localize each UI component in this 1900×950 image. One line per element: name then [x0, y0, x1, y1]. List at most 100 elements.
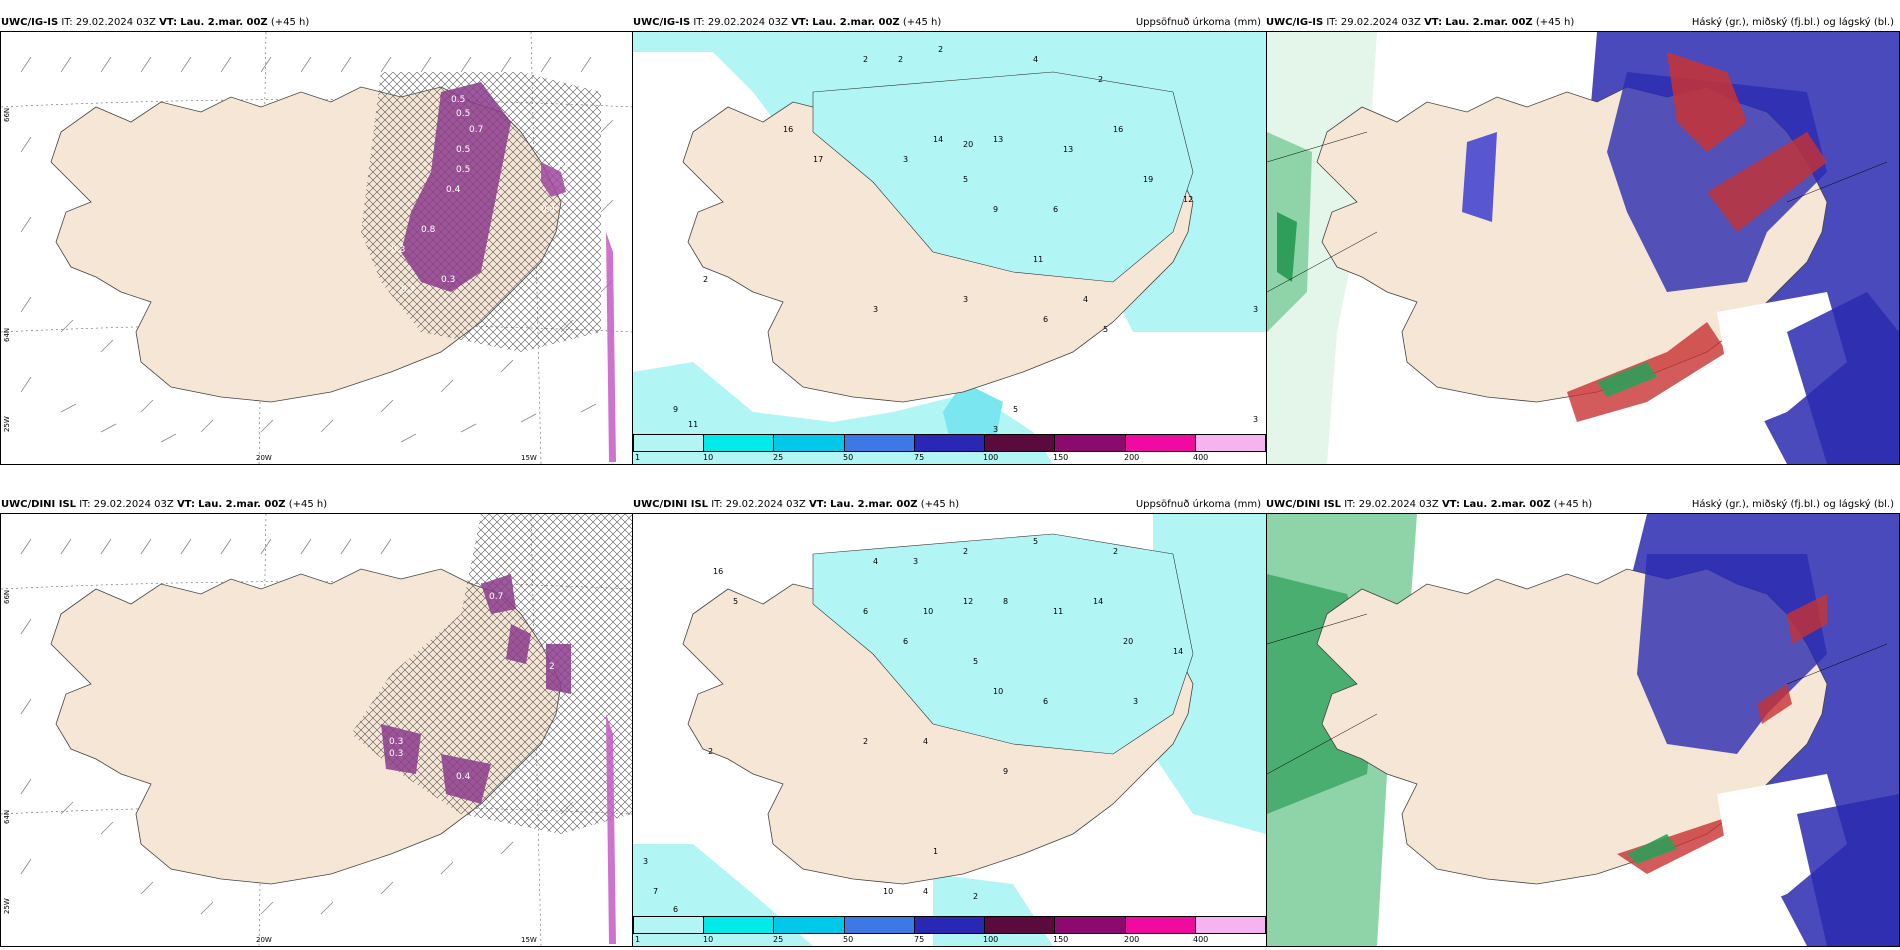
svg-text:0.7: 0.7	[401, 285, 415, 295]
cloud-low-area	[1667, 52, 1747, 152]
svg-text:0.5: 0.5	[456, 165, 470, 175]
svg-text:3: 3	[1253, 305, 1258, 314]
svg-text:0.7: 0.7	[469, 125, 483, 135]
colorbar-seg-1	[634, 435, 705, 451]
colorbar-seg-3	[774, 917, 845, 933]
panel-header-r2c3: UWC/DINI ISL IT: 29.02.2024 03Z VT: Lau.…	[1266, 497, 1896, 513]
precip-map-svg: 16 4 3 2 5 2 5 6 10 12 8 11 14 20 14 6 5 10 6 3 2 2 4 9 1 10 4…	[633, 514, 1266, 946]
cloud-low-area	[1787, 594, 1827, 644]
svg-text:4: 4	[1033, 55, 1038, 64]
svg-text:5: 5	[963, 175, 968, 184]
svg-text:4: 4	[923, 887, 928, 896]
cloud-title: Háský (gr.), miðský (fj.bl.) og lágský (…	[1691, 17, 1894, 28]
lat-label-66n: 66N	[3, 589, 11, 604]
svg-text:0.4: 0.4	[446, 185, 461, 195]
svg-text:7: 7	[653, 887, 658, 896]
svg-text:10: 10	[923, 607, 933, 616]
colorbar-seg-3	[774, 435, 845, 451]
svg-text:16: 16	[713, 567, 723, 576]
svg-text:11: 11	[1033, 255, 1043, 264]
cloud-map-svg	[1267, 514, 1899, 946]
svg-text:10: 10	[993, 687, 1003, 696]
svg-text:3: 3	[913, 557, 918, 566]
svg-text:12: 12	[963, 597, 973, 606]
svg-text:9: 9	[1003, 767, 1008, 776]
colorbar-seg-7	[1055, 917, 1126, 933]
svg-text:14: 14	[933, 135, 943, 144]
snow-strip	[606, 714, 616, 944]
colorbar-seg-9	[1195, 917, 1265, 933]
svg-text:2: 2	[863, 737, 868, 746]
map-panel-cloud-r1	[1266, 31, 1900, 465]
cloud-title: Háský (gr.), miðský (fj.bl.) og lágský (…	[1691, 499, 1894, 510]
colorbar-seg-2	[704, 435, 775, 451]
svg-text:6: 6	[673, 905, 678, 914]
svg-text:5: 5	[973, 657, 978, 666]
panel-header-r2c1: UWC/DINI ISL IT: 29.02.2024 03Z VT: Lau.…	[1, 499, 328, 510]
svg-text:3: 3	[643, 857, 648, 866]
panel-header-r2c2: UWC/DINI ISL IT: 29.02.2024 03Z VT: Lau.…	[633, 497, 1263, 513]
snow-area	[481, 574, 516, 614]
svg-text:2: 2	[863, 55, 868, 64]
svg-text:6: 6	[1053, 205, 1058, 214]
svg-text:6: 6	[1043, 315, 1048, 324]
colorbar-seg-9	[1195, 435, 1265, 451]
svg-text:5: 5	[1013, 405, 1018, 414]
svg-text:0.8: 0.8	[421, 225, 436, 235]
svg-text:2: 2	[549, 662, 555, 672]
cloud-map-svg	[1267, 32, 1899, 464]
svg-text:0.3: 0.3	[389, 737, 403, 747]
svg-text:0.4: 0.4	[541, 205, 556, 215]
svg-text:0.5: 0.5	[456, 145, 470, 155]
lon-label-25w: 25W	[3, 416, 11, 432]
lat-label-66n: 66N	[3, 107, 11, 122]
precip-title: Uppsöfnuð úrkoma (mm)	[1135, 499, 1261, 510]
svg-text:3: 3	[903, 155, 908, 164]
svg-text:0.3: 0.3	[441, 275, 455, 285]
colorbar-seg-4	[844, 435, 915, 451]
svg-text:6: 6	[903, 637, 908, 646]
lon-label-20w: 20W	[256, 454, 272, 462]
svg-text:17: 17	[813, 155, 823, 164]
lat-label-64n: 64N	[3, 327, 11, 342]
colorbar-seg-2	[704, 917, 775, 933]
precip-over-land	[812, 71, 1194, 283]
panel-header-r1c3: UWC/IG-IS IT: 29.02.2024 03Z VT: Lau. 2.…	[1266, 15, 1896, 31]
map-panel-wind-r1: 0.5 0.5 0.7 0.5 0.5 0.4 0.8 0.3 0.7 0.3 1.6 0.4 …	[0, 31, 633, 465]
svg-text:2: 2	[1113, 547, 1118, 556]
svg-text:2: 2	[898, 55, 903, 64]
colorbar-seg-6	[985, 435, 1056, 451]
svg-text:2: 2	[708, 747, 713, 756]
svg-text:5: 5	[1103, 325, 1108, 334]
svg-text:9: 9	[673, 405, 678, 414]
svg-text:13: 13	[1063, 145, 1073, 154]
svg-text:3: 3	[1253, 415, 1258, 424]
map-panel-precip-r2: 16 4 3 2 5 2 5 6 10 12 8 11 14 20 14 6 5 10 6 3 2 2 4 9 1 10 4…	[632, 513, 1267, 947]
svg-text:12: 12	[1183, 195, 1193, 204]
wind-map-svg: 0.7 2 0.3 0.3 0.4	[1, 514, 632, 946]
svg-text:2: 2	[938, 45, 943, 54]
svg-text:14: 14	[1173, 647, 1183, 656]
panel-header-r1c1: UWC/IG-IS IT: 29.02.2024 03Z VT: Lau. 2.…	[1, 17, 310, 28]
svg-text:0.3: 0.3	[391, 245, 405, 255]
svg-text:20: 20	[963, 140, 973, 149]
svg-text:2: 2	[703, 275, 708, 284]
hatched-area	[351, 514, 632, 834]
svg-text:6: 6	[1043, 697, 1048, 706]
svg-text:3: 3	[873, 305, 878, 314]
precip-colorbar	[633, 434, 1266, 452]
lat-label-64n: 64N	[3, 809, 11, 824]
precip-over-land	[812, 533, 1194, 755]
colorbar-labels: 1 10 25 50 75 100 150 200 400	[635, 453, 1209, 462]
svg-text:0.5: 0.5	[456, 109, 470, 119]
svg-text:2: 2	[1098, 75, 1103, 84]
colorbar-seg-1	[634, 917, 705, 933]
svg-text:0.3: 0.3	[389, 749, 403, 759]
svg-text:4: 4	[873, 557, 878, 566]
svg-text:0.4: 0.4	[456, 772, 471, 782]
svg-text:4: 4	[1083, 295, 1088, 304]
svg-text:6: 6	[863, 607, 868, 616]
snow-strip	[606, 232, 616, 462]
